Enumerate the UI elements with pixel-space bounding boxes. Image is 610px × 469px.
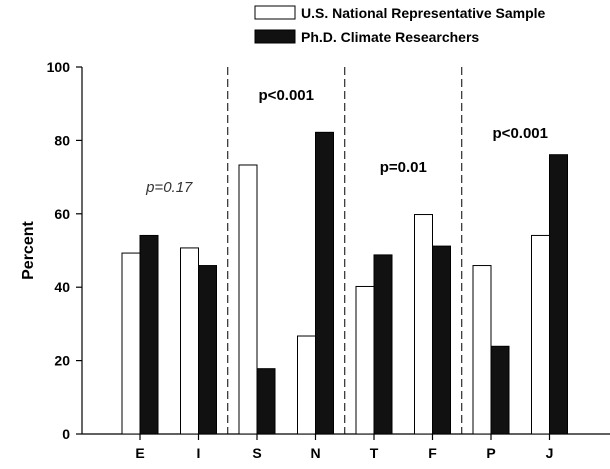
y-tick-label: 40 — [54, 279, 70, 295]
x-tick-label-N: N — [310, 445, 320, 461]
bar-phd-researchers-F — [432, 245, 451, 435]
bar-us-sample-T — [355, 285, 375, 435]
y-tick-label: 100 — [47, 59, 71, 75]
bar-phd-researchers-S — [256, 368, 276, 435]
p-value-annotation: p=0.17 — [145, 179, 193, 196]
bar-phd-researchers-J — [549, 154, 568, 435]
legend-swatch-us-sample — [254, 5, 296, 20]
bar-phd-researchers-E — [139, 234, 159, 435]
bar-phd-researchers-I — [198, 265, 217, 435]
bar-phd-researchers-N — [315, 131, 334, 435]
bar-us-sample-N — [297, 335, 316, 435]
group-separators — [227, 67, 463, 434]
bar-us-sample-J — [531, 234, 550, 435]
y-tick-label: 80 — [54, 132, 70, 148]
y-tick-label: 20 — [54, 353, 70, 369]
legend-label-us-sample: U.S. National Representative Sample — [301, 5, 546, 21]
x-tick-label-E: E — [135, 445, 144, 461]
bars — [121, 131, 568, 435]
x-tick-label-F: F — [428, 445, 437, 461]
legend-label-phd-researchers: Ph.D. Climate Researchers — [301, 29, 479, 45]
bar-us-sample-E — [121, 252, 141, 435]
x-tick-label-J: J — [546, 445, 554, 461]
annotations: p=0.17 p<0.001 p=0.01 p<0.001 — [145, 87, 548, 196]
x-tick-label-P: P — [486, 445, 495, 461]
p-value-annotation: p<0.001 — [259, 87, 314, 104]
bar-us-sample-I — [180, 247, 199, 435]
bar-us-sample-S — [238, 164, 258, 435]
y-tick-label: 60 — [54, 206, 70, 222]
x-tick-label-I: I — [197, 445, 201, 461]
p-value-annotation: p<0.001 — [493, 125, 548, 142]
y-axis-label: Percent — [20, 220, 37, 279]
bar-phd-researchers-P — [490, 345, 510, 435]
legend-swatch-phd-researchers — [254, 29, 296, 44]
axes: 0 20 40 60 80 100 Percent E I S N T F P J — [20, 59, 610, 461]
y-tick-label: 0 — [62, 426, 70, 442]
x-tick-label-T: T — [370, 445, 379, 461]
bar-us-sample-F — [414, 214, 433, 435]
bar-phd-researchers-T — [373, 254, 393, 435]
x-tick-label-S: S — [252, 445, 261, 461]
legend: U.S. National Representative Sample Ph.D.… — [254, 5, 546, 45]
bar-us-sample-P — [472, 265, 492, 435]
p-value-annotation: p=0.01 — [380, 159, 427, 176]
